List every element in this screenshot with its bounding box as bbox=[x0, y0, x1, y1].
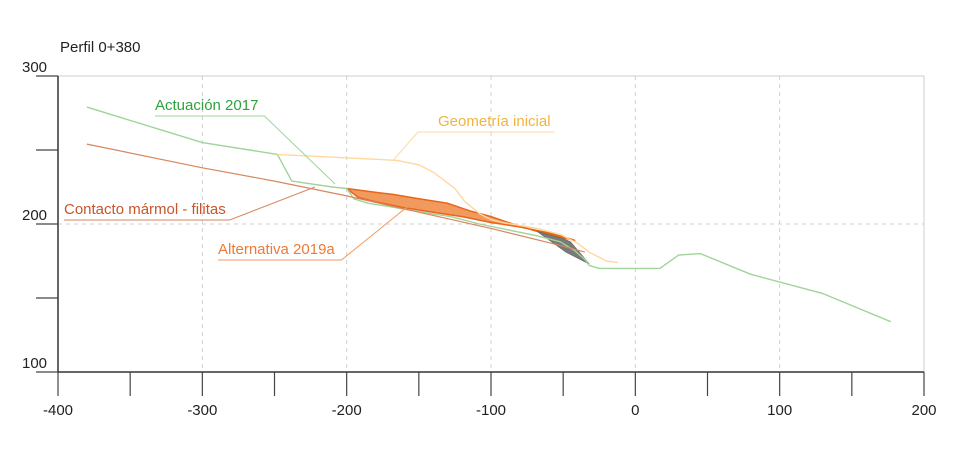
leader-actuacion bbox=[155, 115, 336, 185]
y-tick-label-300: 300 bbox=[22, 59, 47, 76]
axes bbox=[36, 75, 925, 396]
x-tick-label--100: -100 bbox=[476, 402, 506, 419]
x-tick-label--200: -200 bbox=[332, 402, 362, 419]
label-geometria-inicial: Geometría inicial bbox=[438, 113, 551, 130]
label-contacto-marmol-filitas: Contacto mármol - filitas bbox=[64, 201, 226, 218]
label-alternativa-2019a: Alternativa 2019a bbox=[218, 241, 335, 258]
leader-geometria bbox=[392, 131, 555, 161]
x-tick-label--300: -300 bbox=[187, 402, 217, 419]
y-tick-label-200: 200 bbox=[22, 207, 47, 224]
x-tick-label-100: 100 bbox=[767, 402, 792, 419]
x-tick-label--400: -400 bbox=[43, 402, 73, 419]
series-actuacion bbox=[86, 106, 892, 323]
alternativa-2019a-area bbox=[345, 187, 576, 242]
series-geometria bbox=[277, 153, 619, 264]
label-actuacion-2017: Actuación 2017 bbox=[155, 97, 258, 114]
leader-alternativa bbox=[218, 202, 412, 261]
x-tick-label-0: 0 bbox=[631, 402, 639, 419]
x-tick-label-200: 200 bbox=[911, 402, 936, 419]
y-tick-label-100: 100 bbox=[22, 355, 47, 372]
leader-contacto bbox=[64, 186, 316, 221]
chart-title: Perfil 0+380 bbox=[60, 39, 140, 56]
annotation-leaders bbox=[64, 115, 555, 261]
tick-labels: -400 -300 -200 -100 0 100 200 300 200 100 bbox=[22, 59, 937, 419]
series-lines bbox=[86, 106, 892, 323]
series-contacto bbox=[86, 143, 585, 253]
